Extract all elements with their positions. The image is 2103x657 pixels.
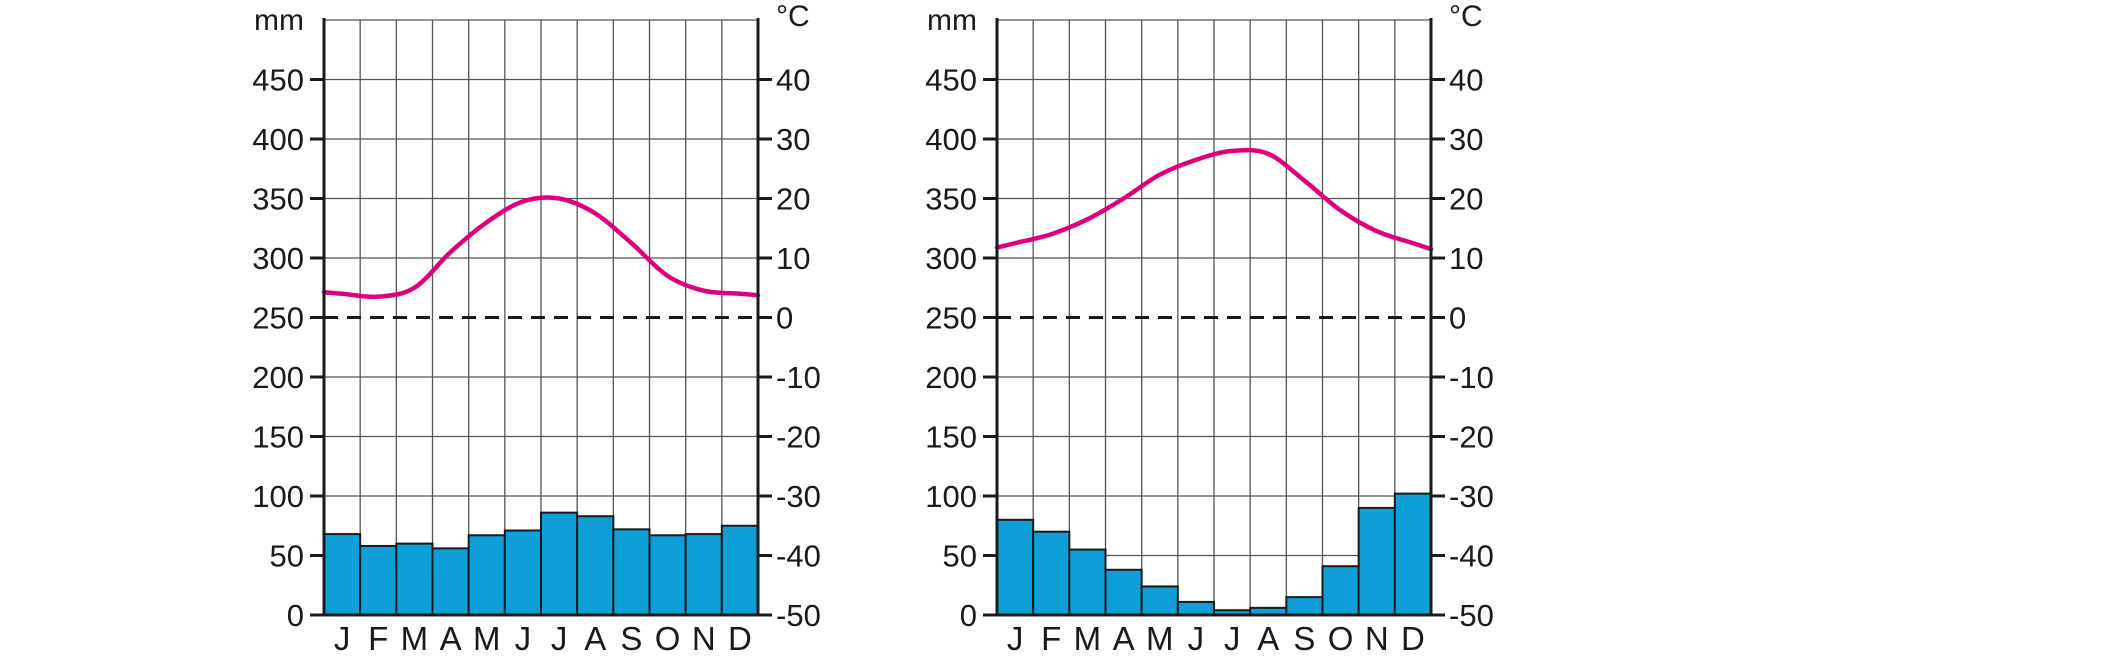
- month-label: A: [584, 620, 606, 652]
- right-tick-label: 10: [1449, 241, 1483, 276]
- precipitation-bar: [1140, 585, 1179, 617]
- right-tick-label: 0: [776, 301, 793, 336]
- left-tick-label: 350: [925, 182, 977, 217]
- right-tick-label: 20: [1449, 182, 1483, 217]
- month-label: N: [1365, 620, 1389, 652]
- precipitation-bar: [1032, 530, 1071, 617]
- month-label: D: [1401, 620, 1425, 652]
- precipitation-bar: [1104, 568, 1143, 617]
- right-tick-label: -50: [1449, 598, 1494, 633]
- right-tick-label: 40: [1449, 63, 1483, 98]
- left-tick-label: 150: [252, 420, 304, 455]
- right-tick-label: -30: [776, 479, 821, 514]
- right-tick-label: -20: [1449, 420, 1494, 455]
- precipitation-bar: [503, 529, 543, 617]
- month-label: O: [655, 620, 681, 652]
- month-label: A: [440, 620, 462, 652]
- left-tick-label: 300: [252, 241, 304, 276]
- month-label: J: [551, 620, 568, 652]
- left-tick-label: 350: [252, 182, 304, 217]
- precipitation-bar: [359, 544, 398, 616]
- precipitation-bar: [720, 524, 759, 616]
- left-tick-label: 50: [270, 539, 304, 574]
- precipitation-bar: [648, 534, 687, 617]
- right-tick-label: 40: [776, 63, 810, 98]
- right-tick-label: -40: [776, 539, 821, 574]
- month-label: F: [1041, 620, 1061, 652]
- climate-chart-1: 050100150200250300350400450mm-50-40-30-2…: [252, 0, 821, 657]
- left-axis-unit: mm: [254, 4, 304, 37]
- right-tick-label: -50: [776, 598, 821, 633]
- left-tick-label: 50: [943, 539, 977, 574]
- month-label: J: [334, 620, 351, 652]
- month-label: A: [1113, 620, 1135, 652]
- left-tick-label: 400: [925, 122, 977, 157]
- month-label: A: [1257, 620, 1279, 652]
- precipitation-bar: [1393, 492, 1433, 616]
- precipitation-bar: [395, 542, 434, 616]
- left-tick-label: 250: [252, 301, 304, 336]
- month-label: S: [1293, 620, 1315, 652]
- month-label: J: [515, 620, 532, 652]
- precipitation-bar: [612, 528, 651, 617]
- left-tick-label: 450: [925, 63, 977, 98]
- precipitation-bar: [1176, 600, 1216, 616]
- right-axis-unit: °C: [1449, 0, 1483, 33]
- right-tick-label: -10: [1449, 360, 1494, 395]
- precipitation-bar: [1357, 506, 1396, 616]
- left-tick-label: 250: [925, 301, 977, 336]
- month-label: N: [692, 620, 716, 652]
- precipitation-bar: [540, 511, 579, 616]
- precipitation-bar: [576, 515, 615, 616]
- right-tick-label: -40: [1449, 539, 1494, 574]
- left-tick-label: 200: [925, 360, 977, 395]
- month-label: M: [401, 620, 429, 652]
- month-label: O: [1328, 620, 1354, 652]
- left-tick-label: 300: [925, 241, 977, 276]
- precipitation-bar: [1068, 548, 1107, 616]
- left-axis-unit: mm: [927, 4, 977, 37]
- month-label: J: [1224, 620, 1241, 652]
- left-tick-label: 0: [287, 598, 304, 633]
- month-label: J: [1188, 620, 1205, 652]
- month-label: M: [1074, 620, 1102, 652]
- right-tick-label: 10: [776, 241, 810, 276]
- left-tick-label: 400: [252, 122, 304, 157]
- precipitation-bar: [684, 533, 723, 617]
- precipitation-bar: [431, 547, 470, 616]
- right-tick-label: 20: [776, 182, 810, 217]
- left-tick-label: 200: [252, 360, 304, 395]
- month-label: S: [620, 620, 642, 652]
- left-tick-label: 0: [960, 598, 977, 633]
- right-tick-label: 0: [1449, 301, 1466, 336]
- left-tick-label: 450: [252, 63, 304, 98]
- precipitation-bar: [323, 533, 362, 617]
- left-tick-label: 150: [925, 420, 977, 455]
- left-tick-label: 100: [925, 479, 977, 514]
- month-label: M: [473, 620, 501, 652]
- month-label: J: [1007, 620, 1024, 652]
- right-tick-label: -10: [776, 360, 821, 395]
- right-tick-label: 30: [776, 122, 810, 157]
- climate-chart-2: 050100150200250300350400450mm-50-40-30-2…: [925, 0, 1494, 657]
- precipitation-bar: [1321, 565, 1360, 617]
- temperature-line: [321, 195, 761, 300]
- precipitation-bar: [467, 534, 506, 617]
- temperature-line: [994, 147, 1434, 252]
- precipitation-bar: [1285, 596, 1324, 617]
- right-tick-label: 30: [1449, 122, 1483, 157]
- precipitation-bar: [996, 518, 1035, 616]
- month-label: F: [368, 620, 388, 652]
- right-tick-label: -30: [1449, 479, 1494, 514]
- month-label: M: [1146, 620, 1174, 652]
- left-tick-label: 100: [252, 479, 304, 514]
- right-axis-unit: °C: [776, 0, 810, 33]
- right-tick-label: -20: [776, 420, 821, 455]
- month-label: D: [728, 620, 752, 652]
